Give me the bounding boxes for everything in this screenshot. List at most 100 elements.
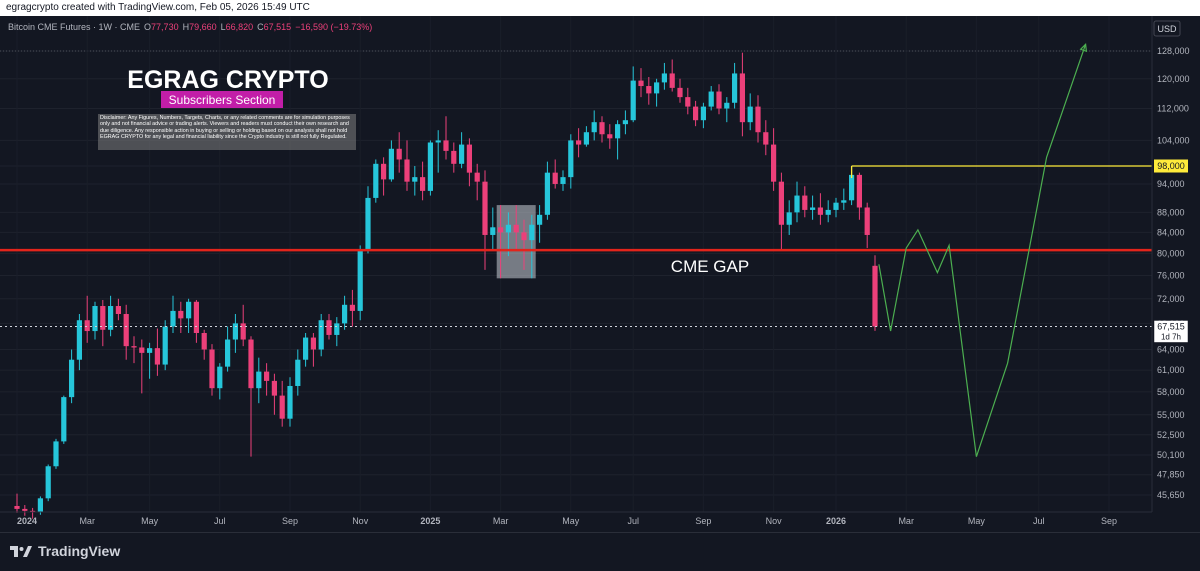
price-tick-label: 52,500 [1157, 430, 1185, 440]
candle-body [607, 134, 613, 139]
candle-body [365, 197, 371, 251]
candle-body [115, 306, 121, 314]
candle-body [271, 380, 277, 396]
candle-body [529, 224, 535, 241]
candle-body [474, 172, 480, 182]
candle-body [778, 181, 784, 225]
time-tick-label: Nov [352, 516, 369, 526]
attribution-bar: egragcrypto created with TradingView.com… [0, 0, 1200, 16]
candle-body [201, 332, 207, 350]
projection-arrowhead [1079, 43, 1088, 53]
tradingview-brand[interactable]: TradingView [10, 543, 120, 559]
price-tick-label: 94,000 [1157, 179, 1185, 189]
candle-body [186, 301, 192, 319]
time-tick-label: 2024 [17, 516, 37, 526]
price-tick-label: 47,850 [1157, 470, 1185, 480]
candle-body [240, 323, 246, 340]
candle-body [654, 82, 660, 94]
price-tick-label: 104,000 [1157, 135, 1190, 145]
time-tick-label: May [141, 516, 159, 526]
candle-body [583, 132, 589, 145]
candle-body [147, 348, 153, 353]
price-tick-label: 50,100 [1157, 450, 1185, 460]
candle-body [303, 337, 309, 360]
candle-body [521, 232, 527, 241]
candle-body [108, 306, 114, 330]
candle-body [771, 144, 777, 182]
candle-body [334, 323, 340, 335]
candle-body [498, 227, 504, 233]
candle-body [576, 140, 582, 145]
price-axis[interactable]: 45,650 47,850 50,100 52,500 55,000 58,000 61,0… [1151, 16, 1190, 512]
candle-body [396, 148, 402, 160]
candle-body [817, 207, 823, 215]
candle-body [256, 371, 262, 389]
price-tick-label: 72,000 [1157, 294, 1185, 304]
candle-body [123, 313, 129, 347]
cme-gap-label: CME GAP [671, 257, 749, 276]
candle-body [14, 505, 20, 509]
candle-body [170, 310, 176, 327]
price-tick-label: 64,000 [1157, 344, 1185, 354]
candle-body [69, 359, 75, 398]
candle-body [700, 106, 706, 121]
candle-body [459, 144, 465, 164]
change-value: −16,590 (−19.73%) [295, 22, 372, 32]
time-tick-label: Jul [627, 516, 639, 526]
candle-body [568, 140, 574, 178]
candle-body [92, 306, 98, 332]
candle-body [131, 346, 137, 348]
candle-body [693, 106, 699, 121]
candle-body [22, 508, 28, 511]
candles [14, 52, 878, 519]
low-label: L [221, 22, 226, 32]
candle-body [349, 304, 355, 311]
candle-body [849, 174, 855, 201]
candle-body [381, 163, 387, 180]
price-tick-label: 120,000 [1157, 74, 1190, 84]
time-axis[interactable]: 2024 Mar May Jul Sep Nov 2025 Mar May Jul Sep Nov 20… [0, 511, 1152, 526]
time-tick-label: Jul [214, 516, 226, 526]
candle-body [100, 306, 106, 330]
candle-body [716, 91, 722, 109]
candle-body [318, 320, 324, 350]
candle-body [178, 310, 184, 319]
candle-body [669, 73, 675, 88]
disclaimer-container: Disclaimer: Any Figures, Numbers, Target… [100, 115, 350, 140]
price-tick-label: 128,000 [1157, 46, 1190, 56]
last-price-badge: 67,515 1d 7h [1153, 320, 1189, 343]
candle-body [544, 172, 550, 215]
candle-body [279, 395, 285, 419]
candle-body [794, 195, 800, 213]
time-tick-label: May [968, 516, 986, 526]
candle-body [412, 177, 418, 182]
candle-body [248, 339, 254, 389]
time-tick-label: Mar [79, 516, 95, 526]
candle-body [724, 102, 730, 109]
candle-body [833, 202, 839, 210]
candle-body [232, 323, 238, 340]
projection-path [878, 44, 1087, 457]
level-98000-badge: 98,000 [1154, 159, 1188, 173]
candle-body [193, 301, 199, 333]
price-tick-label: 76,000 [1157, 270, 1185, 280]
currency-box[interactable] [1153, 20, 1181, 37]
candle-body [732, 73, 738, 103]
currency-label: USD [1157, 24, 1177, 34]
candle-body [802, 195, 808, 210]
candle-body [209, 349, 215, 389]
time-tick-label: Sep [282, 516, 298, 526]
price-tick-label: 55,000 [1157, 410, 1185, 420]
price-chart[interactable]: 45,650 47,850 50,100 52,500 55,000 58,000 61,0… [0, 16, 1200, 532]
candle-body [427, 142, 433, 191]
candle-body [677, 87, 683, 98]
candle-body [825, 209, 831, 215]
price-tick-label: 84,000 [1157, 227, 1185, 237]
candle-body [443, 140, 449, 151]
candle-body [264, 371, 270, 381]
candle-body [482, 181, 488, 235]
candle-body [53, 441, 59, 467]
candle-body [295, 359, 301, 386]
candle-body [45, 466, 51, 499]
candle-body [37, 498, 43, 512]
